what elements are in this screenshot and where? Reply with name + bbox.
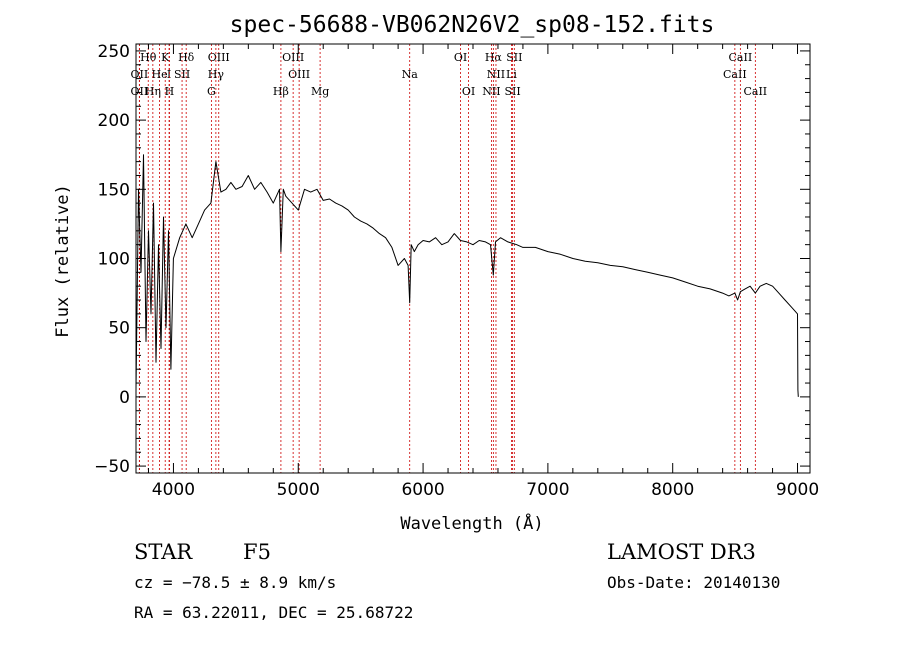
spectral-line-label: SII	[504, 85, 520, 98]
axis-ticks: 4000 5000 6000 7000 8000 9000 −50 0 50 100 150 200 2…	[94, 42, 819, 500]
plot-frame	[135, 43, 811, 474]
y-tick-label: 150	[98, 180, 130, 200]
y-tick-label: 0	[119, 388, 130, 408]
y-tick-label: 100	[98, 250, 130, 270]
spectral-line-label: Na	[402, 68, 419, 81]
y-tick-label: −50	[94, 457, 130, 477]
spectral-line-label: He	[152, 68, 168, 81]
object-subclass: F5	[243, 540, 271, 564]
spectral-line-label: CaII	[723, 68, 747, 81]
spectral-line-label: Hθ	[140, 51, 157, 64]
x-tick-label: 5000	[277, 480, 320, 500]
y-tick-label: 200	[98, 111, 130, 131]
observation-date: Obs-Date: 20140130	[607, 573, 780, 592]
spectral-line-label: Li	[506, 68, 517, 81]
spectral-line-label: OIII	[282, 51, 304, 64]
object-class: STAR	[134, 540, 193, 564]
spectral-line-label: NII	[487, 68, 505, 81]
spectral-line-label: Hη	[145, 85, 161, 98]
spectral-line-label: CaII	[729, 51, 753, 64]
spectral-line-label: OIII	[208, 51, 230, 64]
spectral-line-label: OII	[131, 85, 149, 98]
spectral-line-label: CaII	[743, 85, 767, 98]
x-tick-label: 7000	[526, 480, 569, 500]
spectral-line-label: OII	[131, 68, 149, 81]
spectral-line-label: SII	[506, 51, 522, 64]
spectral-line-label: I	[167, 68, 171, 81]
spectral-line-label: Hδ	[178, 51, 195, 64]
spectrum-line	[135, 154, 799, 397]
x-tick-label: 4000	[152, 480, 195, 500]
x-tick-label: 9000	[776, 480, 819, 500]
spectral-line-label: Hα	[485, 51, 503, 64]
spectral-line-label: OI	[462, 85, 475, 98]
spectral-line-label: H	[165, 85, 175, 98]
x-tick-label: 8000	[651, 480, 694, 500]
survey-name: LAMOST DR3	[607, 540, 756, 564]
series-layer	[135, 154, 799, 397]
x-axis-label: Wavelength (Å)	[400, 512, 543, 534]
y-tick-label: 250	[98, 42, 130, 62]
redshift-cz: cz = −78.5 ± 8.9 km/s	[134, 573, 336, 592]
spectral-line-label: OI	[454, 51, 467, 64]
spectral-line-label: OIII	[288, 68, 310, 81]
y-axis-label: Flux (relative)	[53, 184, 73, 338]
y-tick-label: 50	[108, 319, 130, 339]
x-tick-label: 6000	[401, 480, 444, 500]
spectral-line-label: Hγ	[208, 68, 225, 81]
spectral-line-label: G	[207, 85, 216, 98]
coordinates: RA = 63.22011, DEC = 25.68722	[134, 603, 413, 622]
spectral-line-label: SII	[174, 68, 190, 81]
chart-title: spec-56688-VB062N26V2_sp08-152.fits	[230, 12, 715, 38]
spectral-line-label: K	[161, 51, 170, 64]
spectral-line-label: NII	[482, 85, 500, 98]
spectral-line-label: Hβ	[273, 85, 289, 98]
spectral-line-label: Mg	[311, 85, 329, 98]
